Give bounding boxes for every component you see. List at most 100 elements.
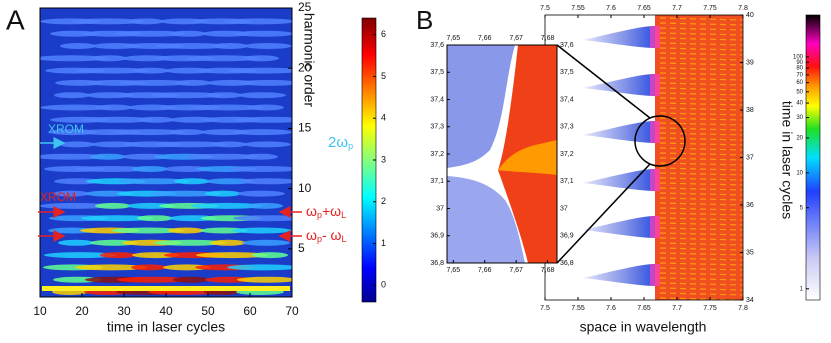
heatmap-texture	[40, 153, 106, 160]
heatmap-texture	[202, 30, 250, 37]
annotation: ωp+ωL	[306, 203, 346, 221]
heatmap-texture	[252, 252, 288, 259]
annotation-part: p	[348, 141, 353, 151]
colorbar-tick-label: 2	[381, 196, 386, 206]
heatmap-texture	[40, 18, 292, 295]
x-tick-label: 7.6	[606, 305, 616, 312]
y-tick-label: 37,1	[560, 178, 574, 185]
heatmap-texture	[44, 252, 116, 259]
heatmap-texture	[49, 129, 97, 136]
heatmap-texture	[243, 141, 291, 148]
y-tick-label: 37,3	[430, 124, 444, 131]
annotation-part: L	[341, 234, 346, 244]
y-tick-label: 10	[298, 181, 312, 195]
colorbar	[805, 14, 821, 301]
heatmap-texture	[170, 116, 218, 123]
zoom-line	[556, 44, 651, 119]
heatmap-texture	[132, 252, 180, 259]
inset-texture	[447, 176, 525, 263]
annotation-part: XROM	[40, 190, 76, 204]
x-tick-label: 7.75	[703, 5, 717, 12]
heatmap-texture	[95, 202, 131, 209]
heatmap-texture	[659, 177, 744, 181]
heatmap-texture	[659, 132, 744, 136]
heatmap-texture	[583, 169, 655, 191]
heatmap-texture	[659, 47, 744, 51]
x-tick-label: 40	[159, 304, 173, 318]
heatmap-texture	[72, 18, 144, 25]
heatmap-texture	[137, 215, 173, 222]
heatmap-texture	[659, 297, 744, 301]
colorbar-tick-label: 5	[381, 71, 386, 81]
x-tick-label: 7.55	[571, 5, 585, 12]
heatmap-texture	[229, 67, 292, 74]
y-tick-label: 5	[298, 241, 305, 255]
x-tick-label: 50	[201, 304, 215, 318]
heatmap-texture	[239, 79, 292, 86]
heatmap-texture	[174, 178, 210, 185]
colorbar-tick-label: 5	[800, 205, 804, 211]
heatmap-texture	[232, 227, 292, 234]
y-tick-label: 37,5	[430, 69, 444, 76]
annotation-part: - ω	[322, 227, 342, 243]
heatmap-texture	[659, 242, 744, 246]
heatmap-texture	[243, 55, 279, 62]
heatmap-texture	[156, 43, 228, 49]
heatmap-texture	[59, 141, 95, 148]
heatmap-texture	[659, 112, 744, 116]
heatmap-texture	[85, 190, 133, 197]
y-tick-label: 34	[746, 297, 754, 304]
heatmap-texture	[659, 212, 744, 216]
inset-texture	[447, 45, 515, 168]
heatmap-texture	[55, 79, 103, 86]
x-tick-label: 70	[285, 304, 299, 318]
heatmap-texture	[160, 18, 208, 25]
heatmap-texture	[207, 79, 255, 86]
heatmap-texture	[58, 239, 94, 246]
heatmap-texture	[131, 264, 167, 271]
y-tick-label: 37,6	[560, 42, 574, 49]
heatmap-texture	[91, 141, 139, 148]
colorbar-tick-label: 50	[796, 89, 803, 95]
heatmap-texture	[650, 216, 660, 238]
heatmap-texture	[186, 153, 258, 160]
x-tick-label: 7.8	[738, 305, 748, 312]
y-tick-label: 38	[746, 107, 754, 114]
annotation: XROM	[40, 190, 76, 204]
x-tick-label: 7.65	[637, 5, 651, 12]
colorbar-tick-label: 60	[796, 80, 803, 86]
heatmap-texture	[119, 79, 191, 86]
y-tick-label: 35	[746, 249, 754, 256]
heatmap-texture	[205, 276, 253, 283]
x-tick-label: 7,67	[509, 35, 523, 42]
heatmap-texture	[228, 166, 292, 172]
heatmap-texture	[82, 116, 154, 123]
heatmap-texture	[242, 239, 290, 246]
colorbar-tick-label: 90	[796, 60, 803, 66]
heatmap-texture	[168, 227, 204, 234]
heatmap-texture	[96, 104, 132, 111]
heatmap-texture	[659, 37, 744, 41]
heatmap-texture	[150, 92, 222, 99]
heatmap-texture	[227, 264, 292, 271]
heatmap-texture	[91, 55, 127, 62]
heatmap-texture	[53, 190, 89, 197]
colorbar-tick-label: 10	[796, 170, 803, 176]
heatmap-texture	[238, 92, 286, 99]
heatmap-texture	[123, 55, 171, 62]
heatmap-texture	[655, 15, 743, 300]
heatmap-texture	[248, 104, 284, 111]
heatmap-texture	[659, 72, 744, 76]
heatmap-texture	[77, 67, 149, 74]
heatmap-texture	[659, 272, 744, 276]
heatmap-texture	[659, 182, 744, 186]
x-tick-label: 20	[75, 304, 89, 318]
heatmap-texture	[154, 239, 226, 246]
heatmap-texture	[659, 52, 744, 56]
heatmap-texture	[100, 252, 136, 259]
heatmap-texture	[659, 227, 744, 231]
heatmap-texture	[659, 127, 744, 131]
x-tick-label: 60	[243, 304, 257, 318]
heatmap-texture	[659, 152, 744, 156]
zoom-line	[556, 163, 651, 264]
